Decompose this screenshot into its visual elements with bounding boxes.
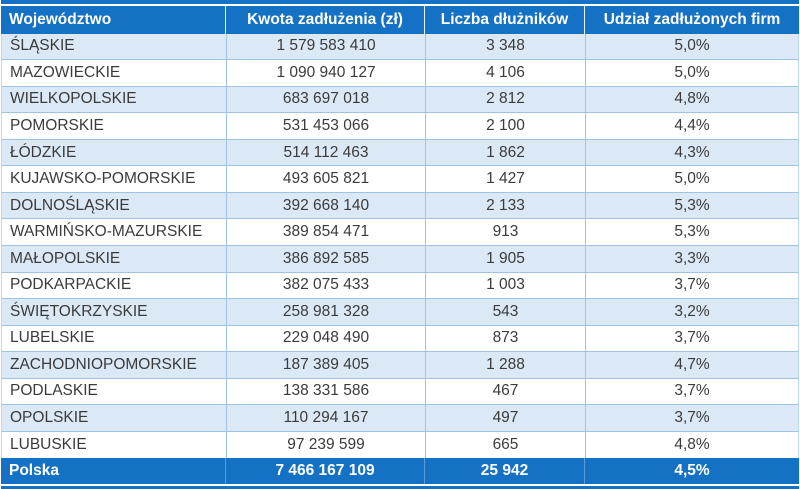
cell-liczba: 497: [425, 405, 585, 431]
cell-wojewodztwo: PODLASKIE: [10, 382, 98, 400]
cell-kwota: 1 579 583 410: [226, 33, 425, 60]
cell-kwota: 514 112 463: [226, 139, 425, 166]
cell-kwota: 110 294 167: [226, 405, 425, 431]
cell-kwota: 389 854 471: [226, 219, 425, 245]
cell-udzial: 4,8%: [585, 431, 798, 459]
cell-udzial: 3,2%: [585, 299, 798, 325]
cell-liczba: 543: [425, 299, 585, 325]
table-bottom-border: [1, 486, 799, 489]
cell-wojewodztwo: OPOLSKIE: [10, 409, 89, 427]
table-header-row: Województwo Kwota zadłużenia (zł) Liczba…: [1, 5, 799, 34]
cell-udzial: 5,0%: [585, 33, 798, 60]
cell-liczba: 2 812: [425, 86, 585, 113]
cell-kwota: 187 389 405: [226, 352, 425, 378]
table-row: ZACHODNIOPOMORSKIE 187 389 405 1 288 4,7…: [2, 352, 798, 379]
cell-liczba: 4 106: [425, 60, 585, 86]
table-row: ŁÓDZKIE 514 112 463 1 862 4,3%: [2, 139, 798, 167]
table-body: ŚLĄSKIE 1 579 583 410 3 348 5,0% MAZOWIE…: [1, 33, 799, 459]
cell-kwota: 683 697 018: [226, 86, 425, 113]
cell-kwota: 258 981 328: [226, 299, 425, 325]
table-row: MAZOWIECKIE 1 090 940 127 4 106 5,0%: [2, 60, 798, 87]
cell-udzial: 3,7%: [585, 405, 798, 431]
table-row: LUBELSKIE 229 048 490 873 3,7%: [2, 325, 798, 353]
header-wojewodztwo: Województwo: [9, 10, 112, 28]
cell-liczba: 873: [425, 325, 585, 352]
cell-wojewodztwo: LUBUSKIE: [10, 436, 87, 454]
footer-liczba: 25 942: [424, 458, 584, 485]
cell-liczba: 665: [425, 431, 585, 459]
cell-kwota: 392 668 140: [226, 192, 425, 219]
table-row: WIELKOPOLSKIE 683 697 018 2 812 4,8%: [2, 86, 798, 114]
table-row: PODLASKIE 138 331 586 467 3,7%: [2, 378, 798, 406]
cell-liczba: 3 348: [425, 33, 585, 60]
cell-kwota: 386 892 585: [226, 245, 425, 272]
cell-wojewodztwo: MAŁOPOLSKIE: [10, 249, 121, 267]
table-row: ŚWIĘTOKRZYSKIE 258 981 328 543 3,2%: [2, 299, 798, 326]
table-top-gap: [0, 3, 800, 6]
cell-wojewodztwo: KUJAWSKO-POMORSKIE: [10, 170, 196, 188]
cell-kwota: 1 090 940 127: [226, 60, 425, 86]
table-bottom-gap: [0, 484, 800, 487]
cell-udzial: 3,7%: [585, 325, 798, 352]
cell-wojewodztwo: ŚWIĘTOKRZYSKIE: [10, 302, 148, 320]
cell-wojewodztwo: PODKARPACKIE: [10, 276, 132, 294]
table-footer-row: Polska 7 466 167 109 25 942 4,5%: [1, 458, 799, 485]
table-row: KUJAWSKO-POMORSKIE 493 605 821 1 427 5,0…: [2, 166, 798, 193]
cell-wojewodztwo: ZACHODNIOPOMORSKIE: [10, 355, 197, 373]
cell-liczba: 1 427: [425, 166, 585, 192]
header-udzial: Udział zadłużonych firm: [584, 5, 799, 34]
cell-wojewodztwo: MAZOWIECKIE: [10, 63, 121, 81]
cell-wojewodztwo: WIELKOPOLSKIE: [10, 90, 137, 108]
cell-udzial: 4,3%: [585, 139, 798, 166]
table-row: LUBUSKIE 97 239 599 665 4,8%: [2, 431, 798, 459]
cell-kwota: 531 453 066: [226, 113, 425, 139]
cell-udzial: 5,3%: [585, 192, 798, 219]
cell-wojewodztwo: DOLNOŚLĄSKIE: [10, 196, 130, 214]
header-liczba: Liczba dłużników: [424, 5, 584, 34]
cell-udzial: 5,3%: [585, 219, 798, 245]
cell-liczba: 467: [425, 378, 585, 405]
table-top-border: [1, 0, 799, 4]
cell-wojewodztwo: ŁÓDZKIE: [10, 143, 77, 161]
table-row: MAŁOPOLSKIE 386 892 585 1 905 3,3%: [2, 245, 798, 273]
cell-kwota: 382 075 433: [226, 272, 425, 299]
header-kwota: Kwota zadłużenia (zł): [225, 5, 424, 34]
cell-udzial: 5,0%: [585, 60, 798, 86]
cell-kwota: 493 605 821: [226, 166, 425, 192]
cell-wojewodztwo: POMORSKIE: [10, 117, 104, 135]
cell-wojewodztwo: ŚLĄSKIE: [10, 37, 75, 55]
footer-udzial: 4,5%: [584, 458, 799, 485]
footer-wojewodztwo: Polska: [9, 462, 59, 480]
cell-udzial: 3,7%: [585, 378, 798, 405]
cell-liczba: 1 288: [425, 352, 585, 378]
cell-wojewodztwo: LUBELSKIE: [10, 329, 95, 347]
cell-wojewodztwo: WARMIŃSKO-MAZURSKIE: [10, 223, 203, 241]
cell-udzial: 3,7%: [585, 272, 798, 299]
table-row: DOLNOŚLĄSKIE 392 668 140 2 133 5,3%: [2, 192, 798, 220]
cell-udzial: 3,3%: [585, 245, 798, 272]
footer-kwota: 7 466 167 109: [225, 458, 424, 485]
cell-udzial: 4,8%: [585, 86, 798, 113]
cell-liczba: 1 003: [425, 272, 585, 299]
cell-kwota: 97 239 599: [226, 431, 425, 459]
cell-udzial: 4,4%: [585, 113, 798, 139]
table-row: PODKARPACKIE 382 075 433 1 003 3,7%: [2, 272, 798, 300]
cell-udzial: 4,7%: [585, 352, 798, 378]
table-row: POMORSKIE 531 453 066 2 100 4,4%: [2, 113, 798, 140]
table-row: WARMIŃSKO-MAZURSKIE 389 854 471 913 5,3%: [2, 219, 798, 246]
cell-liczba: 2 133: [425, 192, 585, 219]
cell-liczba: 1 905: [425, 245, 585, 272]
table-row: ŚLĄSKIE 1 579 583 410 3 348 5,0%: [2, 33, 798, 61]
cell-liczba: 913: [425, 219, 585, 245]
cell-kwota: 229 048 490: [226, 325, 425, 352]
cell-liczba: 1 862: [425, 139, 585, 166]
cell-kwota: 138 331 586: [226, 378, 425, 405]
cell-udzial: 5,0%: [585, 166, 798, 192]
table-row: OPOLSKIE 110 294 167 497 3,7%: [2, 405, 798, 432]
cell-liczba: 2 100: [425, 113, 585, 139]
